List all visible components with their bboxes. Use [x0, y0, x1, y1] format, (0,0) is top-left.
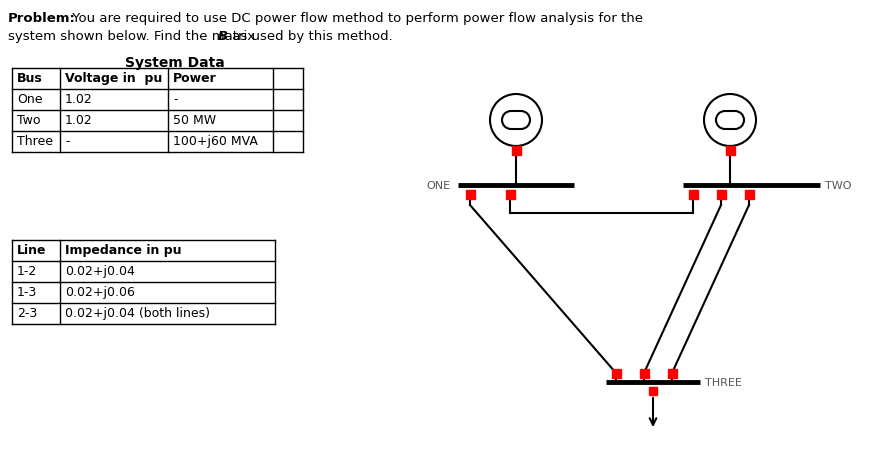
Text: 2-3: 2-3 [17, 307, 37, 320]
Text: Power: Power [173, 72, 217, 85]
Text: B: B [218, 30, 228, 43]
Text: Voltage in  pu: Voltage in pu [65, 72, 162, 85]
Text: THREE: THREE [705, 378, 742, 388]
Text: system shown below. Find the matrix: system shown below. Find the matrix [8, 30, 259, 43]
Text: -: - [173, 93, 178, 106]
Text: Two: Two [17, 114, 40, 127]
Text: 1-3: 1-3 [17, 286, 37, 299]
Text: -: - [65, 135, 70, 148]
Text: TWO: TWO [825, 181, 851, 191]
Bar [726, 146, 734, 155]
Text: One: One [17, 93, 43, 106]
Text: 1.02: 1.02 [65, 93, 92, 106]
Text: Three: Three [17, 135, 53, 148]
Bar [649, 387, 657, 395]
Text: ONE: ONE [426, 181, 450, 191]
Text: 0.02+j0.04 (both lines): 0.02+j0.04 (both lines) [65, 307, 210, 320]
Text: Problem:: Problem: [8, 12, 76, 25]
Bar [466, 190, 474, 198]
Text: 50 MW: 50 MW [173, 114, 216, 127]
Text: as used by this method.: as used by this method. [228, 30, 392, 43]
Text: 0.02+j0.04: 0.02+j0.04 [65, 265, 135, 278]
Bar [689, 190, 698, 198]
Text: 100+j60 MVA: 100+j60 MVA [173, 135, 258, 148]
Bar [745, 190, 753, 198]
Bar [717, 190, 726, 198]
Text: System Data: System Data [125, 56, 225, 70]
Text: 1-2: 1-2 [17, 265, 37, 278]
Bar [667, 368, 677, 377]
Text: Bus: Bus [17, 72, 43, 85]
Bar [506, 190, 514, 198]
Text: Line: Line [17, 244, 46, 257]
Text: 1.02: 1.02 [65, 114, 92, 127]
Text: Impedance in pu: Impedance in pu [65, 244, 181, 257]
Bar [611, 368, 621, 377]
Bar [639, 368, 649, 377]
Bar [512, 146, 521, 155]
Text: 0.02+j0.06: 0.02+j0.06 [65, 286, 135, 299]
Text: You are required to use DC power flow method to perform power flow analysis for : You are required to use DC power flow me… [68, 12, 643, 25]
